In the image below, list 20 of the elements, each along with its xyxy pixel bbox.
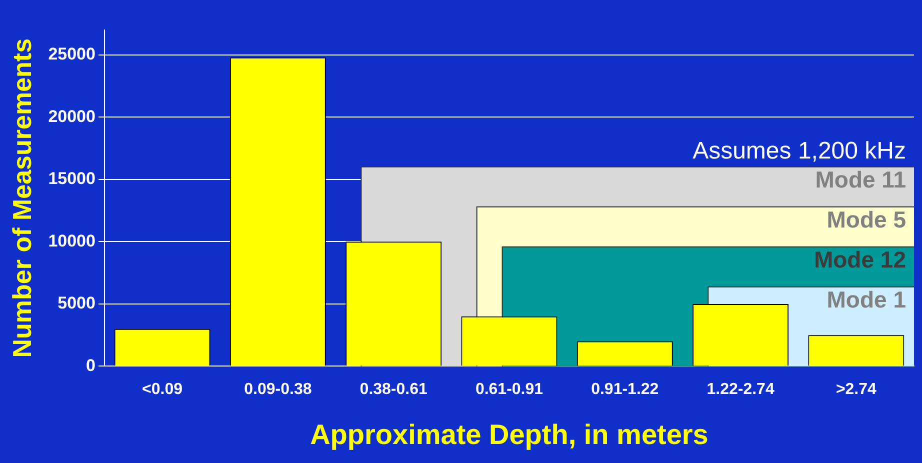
band-label: Mode 1 [826,286,906,313]
x-tick-label: <0.09 [142,381,183,398]
y-axis-title: Number of Measurements [6,38,37,358]
y-tick-label: 15000 [48,169,96,188]
y-tick-label: 5000 [58,294,96,313]
band-label: Mode 5 [826,206,906,233]
y-tick-label: 0 [86,356,96,375]
x-axis-title: Approximate Depth, in meters [310,418,708,450]
x-tick-label: 0.38-0.61 [360,381,428,398]
x-tick-label: 0.09-0.38 [244,381,312,398]
band-label: Mode 11 [815,166,906,193]
x-tick-label: 0.61-0.91 [475,381,544,398]
y-tick-label: 25000 [48,44,96,64]
y-tick-label: 10000 [48,231,96,250]
y-tick-label: 20000 [48,106,96,126]
x-tick-label: >2.74 [836,381,877,398]
x-tick-label: 0.91-1.22 [591,381,659,398]
x-tick-label: 1.22-2.74 [706,381,774,398]
annotation: Assumes 1,200 kHz [692,137,906,164]
band-label: Mode 12 [814,246,906,273]
